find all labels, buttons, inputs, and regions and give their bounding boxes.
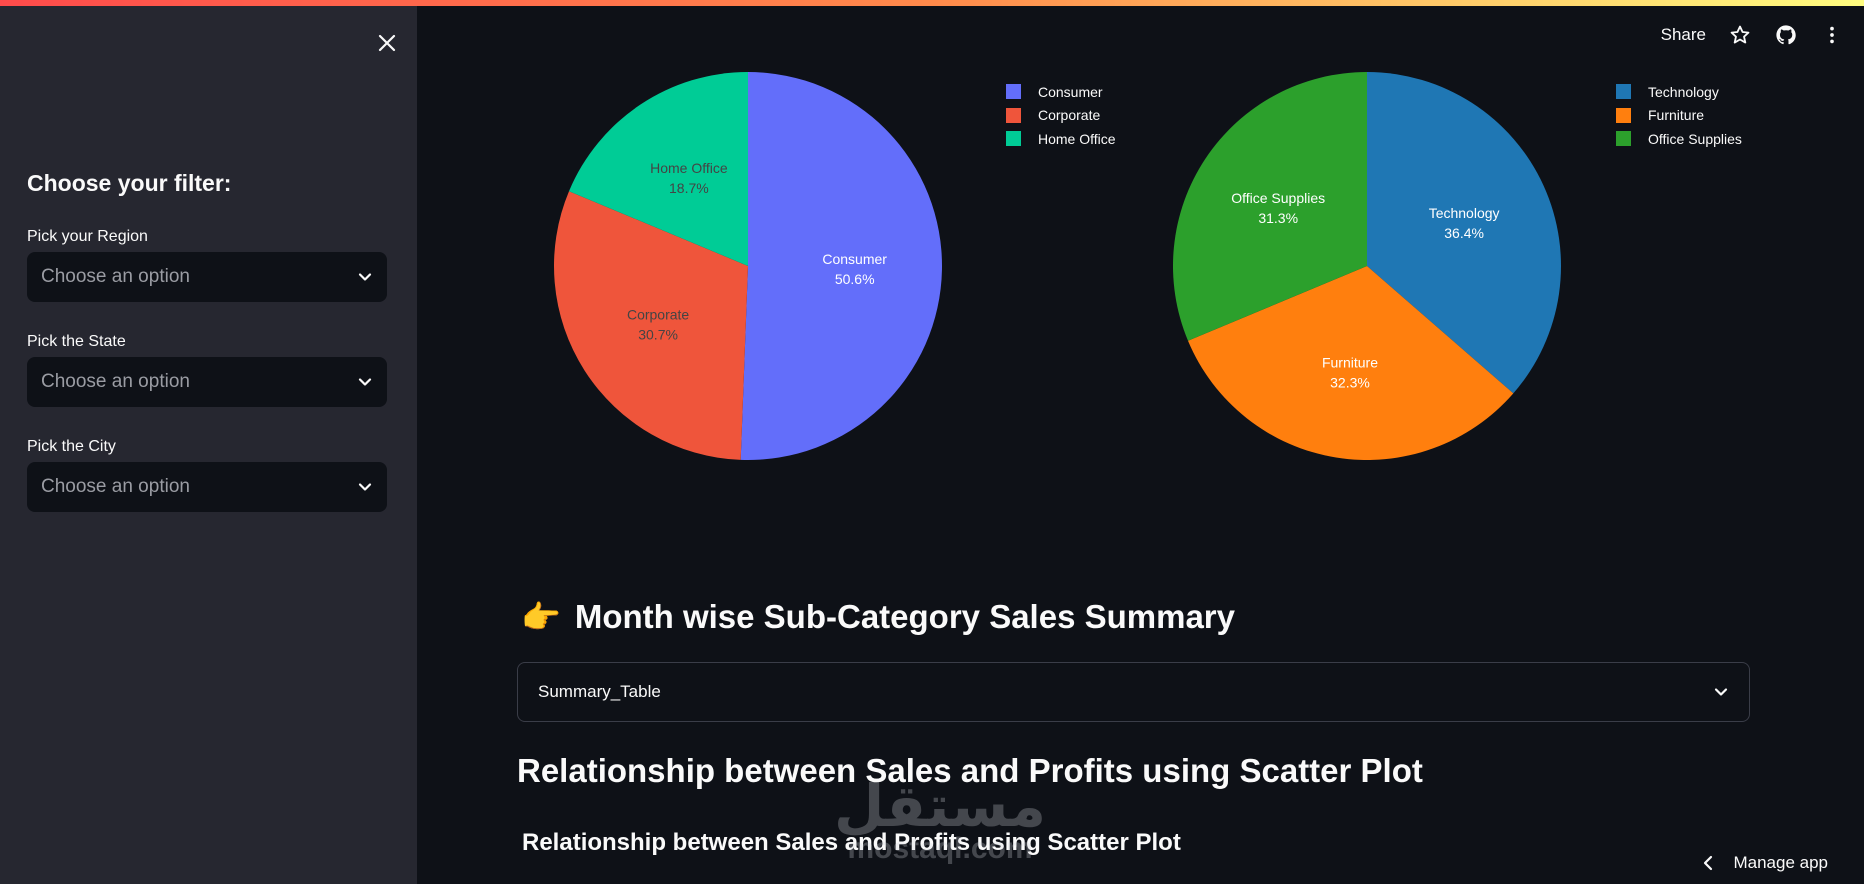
pie-slice-label: Home Office xyxy=(650,160,728,176)
close-icon xyxy=(378,34,396,52)
close-sidebar-button[interactable] xyxy=(372,28,402,58)
legend-item-office-supplies[interactable]: Office Supplies xyxy=(1616,127,1742,151)
pie-slice-percent: 31.3% xyxy=(1258,210,1298,226)
pie-slice-label: Technology xyxy=(1429,205,1500,221)
state-label: Pick the State xyxy=(27,333,126,350)
chevron-left-icon xyxy=(1704,855,1713,871)
segment-legend: Consumer Corporate Home Office xyxy=(1006,80,1116,151)
share-button[interactable]: Share xyxy=(1660,25,1706,44)
pie-slice-percent: 18.7% xyxy=(669,180,709,196)
summary-table-expander[interactable]: Summary_Table xyxy=(517,662,1750,722)
header-toolbar: Share xyxy=(1661,20,1844,50)
category-legend: Technology Furniture Office Supplies xyxy=(1616,80,1742,151)
region-select[interactable]: Choose an option xyxy=(27,252,387,302)
pie-slice-percent: 32.3% xyxy=(1330,374,1370,390)
legend-swatch xyxy=(1616,84,1631,100)
region-select-placeholder: Choose an option xyxy=(41,266,190,287)
summary-heading-text: Month wise Sub-Category Sales Summary xyxy=(574,598,1236,635)
legend-item-home-office[interactable]: Home Office xyxy=(1006,127,1116,151)
state-select-placeholder: Choose an option xyxy=(41,371,190,392)
chevron-down-icon xyxy=(358,378,372,386)
region-label: Pick your Region xyxy=(27,228,148,245)
legend-swatch xyxy=(1006,131,1021,147)
legend-swatch xyxy=(1616,107,1631,123)
top-decoration-bar xyxy=(0,0,1864,6)
legend-item-consumer[interactable]: Consumer xyxy=(1006,80,1116,104)
chevron-down-icon xyxy=(1714,688,1728,696)
legend-swatch xyxy=(1616,131,1631,147)
legend-item-corporate[interactable]: Corporate xyxy=(1006,104,1116,128)
pie-slice-home-office[interactable] xyxy=(569,72,748,266)
pie-slice-office-supplies[interactable] xyxy=(1173,72,1367,341)
chevron-down-icon xyxy=(358,483,372,491)
city-select-placeholder: Choose an option xyxy=(41,476,190,497)
city-select[interactable]: Choose an option xyxy=(27,462,387,512)
pie-slice-consumer[interactable] xyxy=(740,72,943,461)
star-icon[interactable] xyxy=(1728,23,1752,47)
pie-slice-label: Corporate xyxy=(627,306,689,322)
legend-item-technology[interactable]: Technology xyxy=(1616,80,1742,104)
summary-heading: 👉 Month wise Sub-Category Sales Summary xyxy=(521,598,1235,636)
pie-slice-corporate[interactable] xyxy=(554,191,748,460)
pie-slice-technology[interactable] xyxy=(1367,72,1561,394)
category-pie-chart[interactable]: Technology 36.4% Furniture 32.3% Office Supp… xyxy=(1167,66,1567,466)
legend-label: Office Supplies xyxy=(1648,130,1742,147)
sidebar-title: Choose your filter: xyxy=(27,170,232,196)
legend-item-furniture[interactable]: Furniture xyxy=(1616,104,1742,128)
city-label: Pick the City xyxy=(27,438,116,455)
legend-swatch xyxy=(1006,107,1021,123)
more-vertical-icon[interactable] xyxy=(1820,23,1844,47)
pointing-hand-emoji: 👉 xyxy=(521,599,561,635)
pie-slice-percent: 50.6% xyxy=(835,271,875,287)
pie-slice-label: Consumer xyxy=(822,251,887,267)
sidebar: Choose your filter: Pick your Region Cho… xyxy=(0,6,417,884)
legend-label: Corporate xyxy=(1038,107,1101,124)
pie-slice-furniture[interactable] xyxy=(1188,266,1514,460)
pie-slice-percent: 36.4% xyxy=(1444,225,1484,241)
segment-pie-chart[interactable]: Consumer 50.6% Corporate 30.7% Home Office 18… xyxy=(548,66,948,466)
github-icon[interactable] xyxy=(1774,23,1798,47)
pie-slice-label: Office Supplies xyxy=(1231,190,1325,206)
legend-label: Furniture xyxy=(1648,107,1705,124)
pie-slice-percent: 30.7% xyxy=(638,326,678,342)
expander-label: Summary_Table xyxy=(538,682,661,701)
scatter-heading: Relationship between Sales and Profits u… xyxy=(517,752,1423,789)
legend-label: Consumer xyxy=(1038,83,1103,100)
state-select[interactable]: Choose an option xyxy=(27,357,387,407)
manage-app-button[interactable]: Manage app xyxy=(1701,850,1828,876)
legend-label: Home Office xyxy=(1038,130,1116,147)
scatter-subheading: Relationship between Sales and Profits u… xyxy=(522,829,1181,856)
legend-label: Technology xyxy=(1648,83,1719,100)
manage-app-label: Manage app xyxy=(1733,853,1828,872)
legend-swatch xyxy=(1006,84,1021,100)
chevron-down-icon xyxy=(358,273,372,281)
pie-slice-label: Furniture xyxy=(1322,354,1378,370)
